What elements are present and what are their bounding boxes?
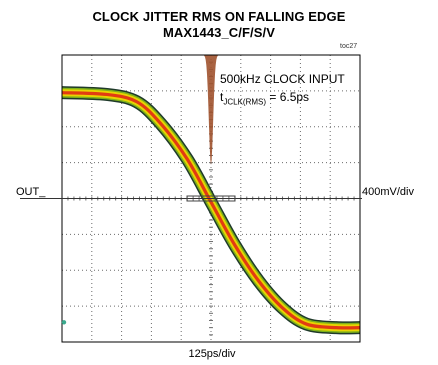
jitter-symbol: t bbox=[220, 90, 224, 104]
figure-id: toc27 bbox=[340, 43, 358, 50]
jitter-value: = 6.5ps bbox=[266, 90, 310, 104]
histogram-shape bbox=[203, 55, 219, 165]
y-scale-label: 400mV/div bbox=[362, 186, 414, 198]
annotation-clock-input: 500kHz CLOCK INPUT bbox=[220, 72, 345, 86]
trace-core bbox=[61, 91, 361, 330]
ground-marker bbox=[61, 320, 67, 325]
trace-label: OUT_ bbox=[16, 186, 46, 198]
jitter-subscript: JCLK(RMS) bbox=[223, 97, 267, 107]
x-scale-label: 125ps/div bbox=[188, 348, 236, 360]
measurement-marker bbox=[186, 195, 236, 202]
falling-edge-trace bbox=[61, 86, 361, 335]
chart-title: CLOCK JITTER RMS ON FALLING EDGE bbox=[92, 9, 346, 24]
chart-subtitle: MAX1443_C/F/S/V bbox=[162, 25, 276, 40]
annotation-jitter: tJCLK(RMS) = 6.5ps bbox=[220, 90, 309, 106]
jitter-histogram bbox=[203, 55, 219, 165]
